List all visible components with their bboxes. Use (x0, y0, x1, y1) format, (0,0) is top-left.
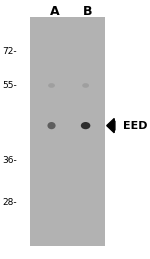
Ellipse shape (48, 83, 55, 88)
Text: A: A (50, 5, 60, 18)
Text: 55-: 55- (2, 81, 17, 90)
Ellipse shape (81, 122, 90, 129)
Ellipse shape (82, 83, 89, 88)
Text: 28-: 28- (2, 198, 17, 206)
Text: B: B (83, 5, 92, 18)
Bar (30, 17, 105, 246)
Text: 36-: 36- (2, 156, 17, 165)
FancyArrow shape (107, 119, 115, 133)
Ellipse shape (47, 122, 56, 129)
Text: EED: EED (123, 121, 148, 131)
Text: 72-: 72- (2, 47, 17, 56)
